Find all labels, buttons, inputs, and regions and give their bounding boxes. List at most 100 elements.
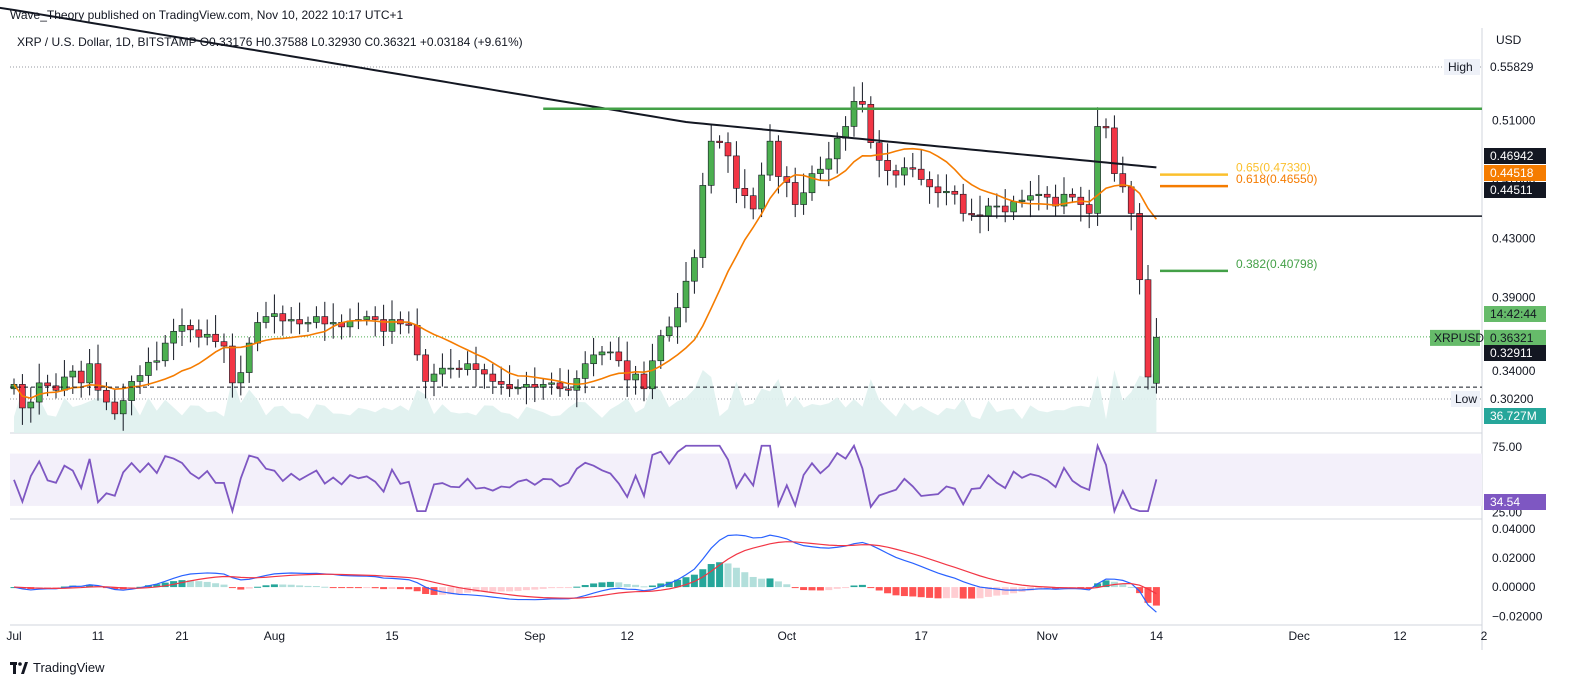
horizontal-tag-bg bbox=[1484, 182, 1546, 198]
macd-histogram-bar bbox=[909, 587, 917, 597]
macd-histogram-bar bbox=[304, 585, 312, 588]
symbol-legend[interactable]: XRP / U.S. Dollar, 1D, BITSTAMP O0.33176… bbox=[17, 35, 523, 49]
candle-body bbox=[716, 140, 723, 143]
candle-body bbox=[1127, 186, 1135, 214]
macd-histogram-bar bbox=[808, 587, 816, 591]
macd-histogram-bar bbox=[1136, 587, 1144, 594]
candle-body bbox=[262, 316, 270, 323]
macd-histogram-bar bbox=[506, 587, 514, 592]
macd-histogram-bar bbox=[86, 584, 94, 588]
signal-line bbox=[13, 541, 1157, 599]
macd-histogram-bar bbox=[405, 587, 413, 590]
macd-histogram-bar bbox=[900, 587, 908, 597]
candle-body bbox=[245, 342, 253, 373]
candle-body bbox=[741, 188, 749, 197]
support-tag-bg bbox=[1484, 345, 1546, 361]
candle-body bbox=[682, 280, 690, 309]
tradingview-logo-icon bbox=[10, 661, 28, 674]
candle-body bbox=[329, 322, 337, 325]
candle-body bbox=[917, 168, 925, 180]
rsi-value: 34.54 bbox=[1490, 495, 1520, 509]
candle-body bbox=[1094, 126, 1101, 214]
candle-body bbox=[791, 182, 799, 205]
macd-histogram-bar bbox=[1102, 580, 1110, 588]
macd-histogram-bar bbox=[674, 579, 682, 588]
time-tick-label: 2 bbox=[1481, 629, 1488, 643]
ma200-tag-value: 0.46942 bbox=[1490, 149, 1534, 163]
macd-line bbox=[13, 534, 1157, 613]
candle-body bbox=[892, 170, 900, 176]
macd-histogram-bar bbox=[279, 584, 287, 588]
horizontal-tag-value: 0.44511 bbox=[1490, 183, 1533, 197]
candle-body bbox=[279, 313, 287, 322]
macd-histogram-bar bbox=[699, 569, 707, 588]
candle-body bbox=[607, 351, 614, 354]
price-tick-label: 0.43000 bbox=[1492, 231, 1536, 245]
macd-histogram-bar bbox=[766, 578, 774, 588]
macd-histogram-bar bbox=[380, 587, 388, 590]
candle-body bbox=[833, 137, 841, 160]
candle-body bbox=[556, 382, 564, 390]
candle-body bbox=[229, 345, 236, 384]
macd-histogram-bar bbox=[422, 587, 430, 594]
footer-brand[interactable]: TradingView bbox=[10, 660, 105, 675]
candle-body bbox=[44, 382, 51, 387]
macd-histogram-bar bbox=[270, 584, 278, 588]
candle-body bbox=[237, 372, 245, 384]
candle-body bbox=[1018, 199, 1026, 202]
time-tick-label: 15 bbox=[385, 629, 399, 643]
high-tag-label: High bbox=[1448, 60, 1473, 74]
candle-body bbox=[615, 351, 623, 362]
candle-body bbox=[103, 389, 110, 403]
macd-histogram-bar bbox=[632, 584, 640, 588]
candle-body bbox=[296, 319, 303, 325]
candle-body bbox=[430, 373, 438, 382]
currency-label: USD bbox=[1496, 33, 1522, 47]
candle-body bbox=[363, 316, 371, 320]
macd-histogram-bar bbox=[791, 587, 799, 589]
macd-histogram-bar bbox=[951, 587, 959, 598]
candle-body bbox=[859, 101, 866, 105]
volume-series bbox=[14, 369, 1157, 433]
candle-body bbox=[640, 373, 648, 390]
candle-body bbox=[943, 190, 950, 194]
macd-histogram-bar bbox=[212, 583, 220, 588]
candle-body bbox=[581, 363, 589, 379]
candle-body bbox=[1035, 193, 1043, 197]
time-tick-label: 21 bbox=[175, 629, 189, 643]
footer-brand-label: TradingView bbox=[33, 660, 105, 675]
candle-body bbox=[817, 168, 824, 174]
macd-tick-label: 0.00000 bbox=[1492, 580, 1536, 594]
chart-frame bbox=[10, 28, 1483, 650]
candle-body bbox=[1153, 336, 1160, 384]
macd-histogram-bar bbox=[413, 587, 421, 592]
candle-body bbox=[220, 341, 228, 347]
candle-body bbox=[128, 381, 135, 401]
indicator-lines: 0.65(0.47330)0.618(0.46550) 0.382(0.40798… bbox=[0, 6, 1482, 399]
macd-histogram-bar bbox=[800, 587, 808, 591]
macd-histogram-bar bbox=[262, 585, 270, 588]
candle-body bbox=[69, 370, 77, 378]
macd-histogram-bar bbox=[430, 587, 438, 595]
rsi-value-bg bbox=[1484, 494, 1546, 510]
candle-body bbox=[800, 192, 807, 205]
macd-histogram-bar bbox=[1119, 583, 1127, 588]
macd-tick-label: 0.04000 bbox=[1492, 522, 1536, 536]
macd-histogram-bar bbox=[472, 587, 480, 593]
macd-histogram-bar bbox=[329, 587, 337, 589]
candle-body bbox=[254, 322, 261, 344]
macd-histogram-bar bbox=[1094, 583, 1102, 588]
macd-histogram-bar bbox=[237, 587, 245, 590]
macd-histogram-bar bbox=[203, 581, 211, 588]
macd-histogram-bar bbox=[438, 587, 446, 595]
macd-histogram-bar bbox=[388, 587, 396, 589]
macd-histogram-bar bbox=[1127, 586, 1135, 588]
price-axis: 0.510000.470000.430000.390000.340000.320… bbox=[6, 114, 1535, 643]
time-tick-label: 14 bbox=[1150, 629, 1164, 643]
fib-level-label: 0.618(0.46550) bbox=[1236, 172, 1317, 186]
candle-body bbox=[111, 401, 119, 415]
candle-body bbox=[161, 342, 169, 362]
candle-body bbox=[271, 313, 278, 317]
